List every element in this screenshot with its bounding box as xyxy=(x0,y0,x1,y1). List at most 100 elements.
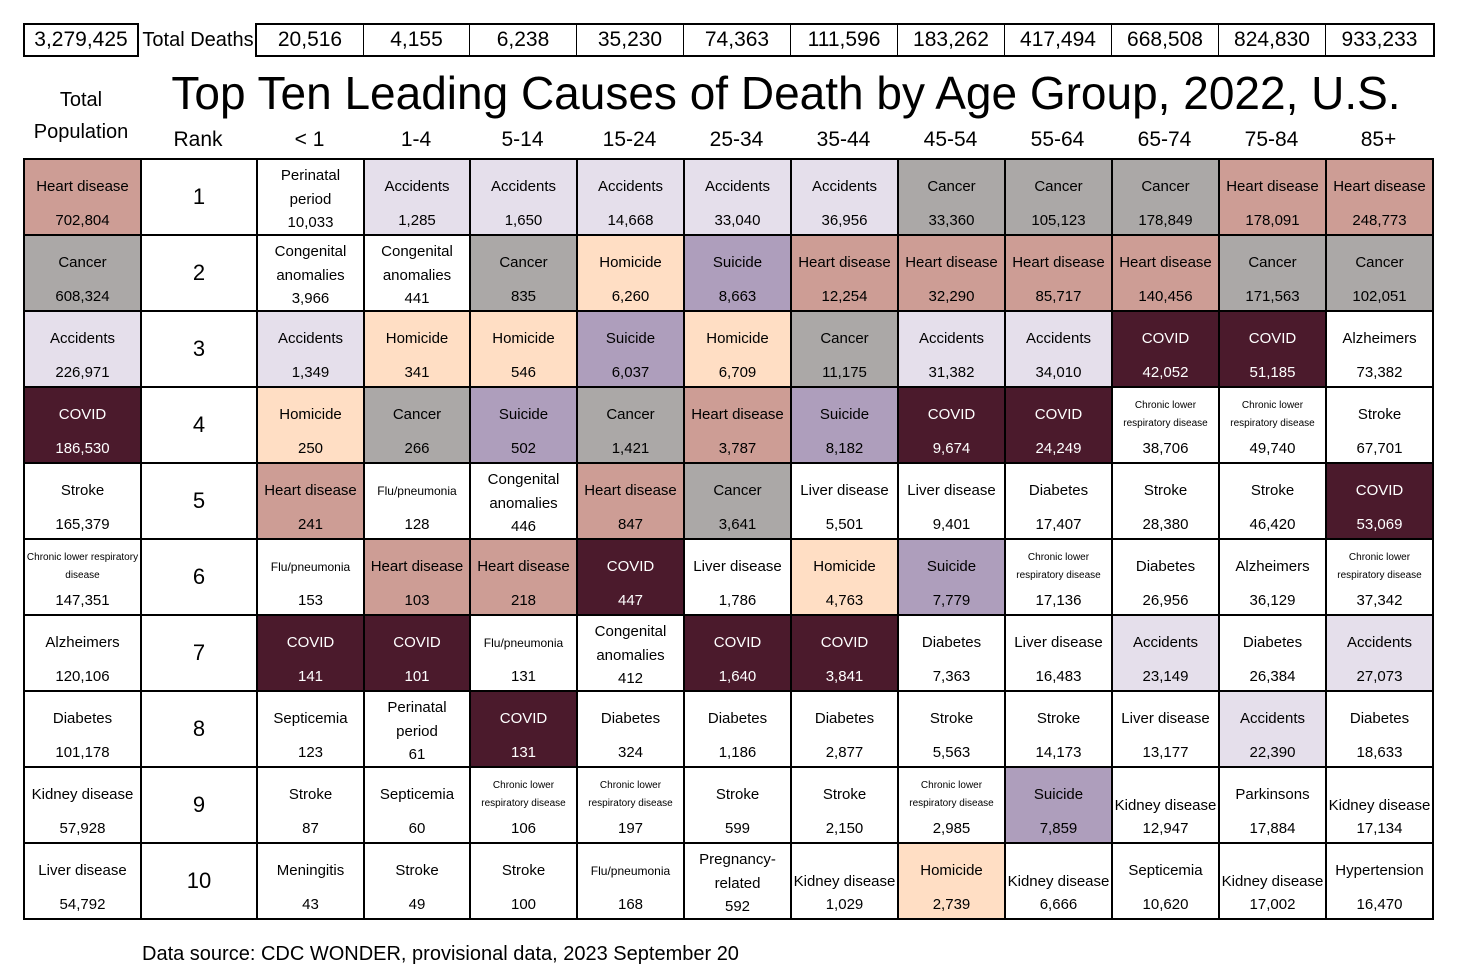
death-count: 447 xyxy=(617,592,644,609)
cause-cell: Cancer 178,849 xyxy=(1111,158,1220,236)
cause-cell: Heart disease 248,773 xyxy=(1325,158,1434,236)
cause-name: Homicide xyxy=(385,330,449,347)
age-group-header: 15-24 xyxy=(602,128,657,151)
cause-cell: Accidents 1,285 xyxy=(363,158,471,236)
cause-name: Accidents xyxy=(1132,634,1199,651)
age-group-header: < 1 xyxy=(294,128,325,151)
table-row: Alzheimers 120,106 7 COVID 141 COVID 101 Flu/pn… xyxy=(23,614,1434,692)
death-count: 10,033 xyxy=(287,214,334,231)
table-row: Accidents 226,971 3 Accidents 1,349 Homicide 3… xyxy=(23,310,1434,388)
cause-name: Cancer xyxy=(1355,254,1404,271)
cause-name: COVID xyxy=(1141,330,1190,347)
causes-table: Heart disease 702,804 1 Perinatal period 10,… xyxy=(23,158,1434,920)
cause-name: COVID xyxy=(820,634,869,651)
cause-name: Heart disease xyxy=(1012,254,1105,271)
death-count: 11,175 xyxy=(822,364,867,381)
cause-name: Alzheimers xyxy=(45,634,120,651)
death-count: 3,787 xyxy=(718,440,757,457)
cause-cell: Accidents 1,650 xyxy=(469,158,578,236)
death-count: 168 xyxy=(617,896,644,913)
death-count: 6,666 xyxy=(1039,896,1078,913)
cause-cell: Stroke 49 xyxy=(363,842,471,920)
cause-name: Accidents xyxy=(1239,710,1306,727)
total-deaths-by-age-row: 20,516 4,155 6,238 35,230 74,363 111,596 183,2… xyxy=(255,23,1435,57)
cause-cell: Septicemia 10,620 xyxy=(1111,842,1220,920)
cause-name: Diabetes xyxy=(814,710,875,727)
death-count: 1,029 xyxy=(825,896,864,913)
cause-cell: Suicide 502 xyxy=(469,386,578,464)
cause-name: Cancer xyxy=(1034,178,1083,195)
cause-cell: Congenital anomalies 412 xyxy=(576,614,685,692)
total-population-cell: Alzheimers 120,106 xyxy=(23,614,142,692)
death-count: 87 xyxy=(302,820,319,837)
cause-name: Meningitis xyxy=(276,862,345,879)
rank-number: 5 xyxy=(192,488,206,513)
cause-cell: Parkinsons 17,884 xyxy=(1218,766,1327,844)
cause-cell: Cancer 11,175 xyxy=(790,310,899,388)
death-count: 2,877 xyxy=(825,744,864,761)
death-count: 835 xyxy=(510,288,537,305)
death-count: 53,069 xyxy=(1356,516,1403,533)
cause-name: Accidents xyxy=(597,178,664,195)
cause-cell: Septicemia 60 xyxy=(363,766,471,844)
death-count: 49,740 xyxy=(1249,440,1296,457)
death-count: 17,407 xyxy=(1035,516,1082,533)
death-count: 100 xyxy=(510,896,537,913)
cause-name: Heart disease xyxy=(264,482,357,499)
cause-name: Heart disease xyxy=(798,254,891,271)
death-count: 13,177 xyxy=(1142,744,1189,761)
cause-cell: Meningitis 43 xyxy=(256,842,365,920)
cause-cell: Flu/pneumonia 153 xyxy=(256,538,365,616)
cause-cell: COVID 51,185 xyxy=(1218,310,1327,388)
cause-cell: Chronic lower respiratory disease 2,985 xyxy=(897,766,1006,844)
cause-cell: Perinatal period 10,033 xyxy=(256,158,365,236)
cause-cell: Heart disease 3,787 xyxy=(683,386,792,464)
death-count: 12,947 xyxy=(1142,820,1189,837)
rank-cell: 8 xyxy=(140,690,258,768)
cause-name: Stroke xyxy=(929,710,974,727)
death-count: 2,150 xyxy=(825,820,864,837)
cause-cell: Stroke 67,701 xyxy=(1325,386,1434,464)
cause-cell: Kidney disease 6,666 xyxy=(1004,842,1113,920)
death-count: 7,363 xyxy=(932,668,971,685)
cause-cell: COVID 131 xyxy=(469,690,578,768)
death-count: 26,384 xyxy=(1249,668,1296,685)
total-population-label-line2: Population xyxy=(33,121,129,143)
death-count: 36,956 xyxy=(821,212,868,229)
rank-cell: 7 xyxy=(140,614,258,692)
table-row: Chronic lower respiratory disease 147,351… xyxy=(23,538,1434,616)
total-deaths-cell: 183,262 xyxy=(898,25,1005,55)
cause-name: Suicide xyxy=(926,558,977,575)
cause-cell: Homicide 2,739 xyxy=(897,842,1006,920)
death-count: 7,859 xyxy=(1039,820,1078,837)
cause-name: Cancer xyxy=(392,406,442,423)
rank-cell: 1 xyxy=(140,158,258,236)
death-count: 592 xyxy=(724,898,751,915)
age-group-header: 1-4 xyxy=(400,128,432,151)
death-count: 131 xyxy=(510,668,537,685)
death-count: 23,149 xyxy=(1142,668,1189,685)
cause-name: Accidents xyxy=(1025,330,1092,347)
death-count: 226,971 xyxy=(55,364,110,381)
cause-name: Homicide xyxy=(279,406,342,423)
cause-cell: Septicemia 123 xyxy=(256,690,365,768)
death-count: 131 xyxy=(510,744,537,761)
cause-cell: Chronic lower respiratory disease 38,706 xyxy=(1111,386,1220,464)
death-count: 7,779 xyxy=(932,592,971,609)
rank-number: 7 xyxy=(192,640,206,665)
cause-cell: Congenital anomalies 441 xyxy=(363,234,471,312)
death-count: 1,650 xyxy=(504,212,543,229)
cause-cell: COVID 42,052 xyxy=(1111,310,1220,388)
total-deaths-all-value: 3,279,425 xyxy=(23,23,139,57)
cause-cell: Kidney disease 17,134 xyxy=(1325,766,1434,844)
cause-name: Chronic lower respiratory disease xyxy=(1230,400,1315,429)
cause-cell: Suicide 7,859 xyxy=(1004,766,1113,844)
cause-cell: Heart disease 85,717 xyxy=(1004,234,1113,312)
death-count: 37,342 xyxy=(1356,592,1403,609)
cause-cell: Accidents 14,668 xyxy=(576,158,685,236)
death-count: 128 xyxy=(404,516,430,533)
cause-name: Liver disease xyxy=(693,558,782,575)
death-count: 17,002 xyxy=(1249,896,1296,913)
cause-cell: Homicide 250 xyxy=(256,386,365,464)
death-count: 324 xyxy=(617,744,644,761)
